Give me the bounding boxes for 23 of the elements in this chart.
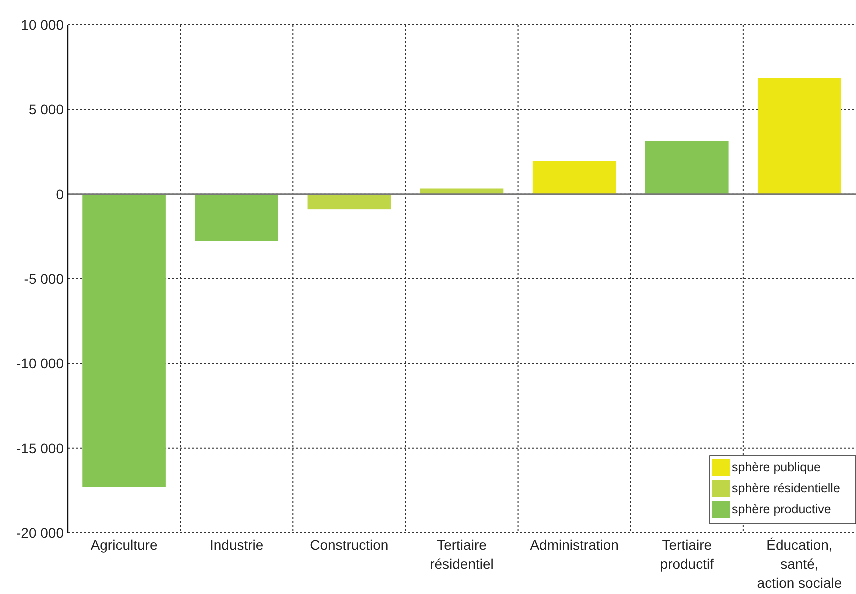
x-tick-label: Administration xyxy=(530,537,619,553)
legend-label: sphère publique xyxy=(732,460,822,474)
bar xyxy=(645,140,729,194)
y-tick-label: 10 000 xyxy=(21,17,64,33)
bar xyxy=(308,194,392,210)
y-tick-label: 5 000 xyxy=(28,102,64,118)
x-tick-label: Construction xyxy=(310,537,389,553)
x-tick-label: Agriculture xyxy=(90,537,158,553)
legend-label: sphère résidentielle xyxy=(732,482,840,496)
y-tick-label: -5 000 xyxy=(24,271,64,287)
x-tick-label: Industrie xyxy=(210,537,264,553)
x-tick-label: Tertiaire productif xyxy=(660,537,714,572)
x-tick-label: Éducation, santé, action sociale xyxy=(757,537,842,591)
bar xyxy=(82,194,166,488)
y-tick-label: -20 000 xyxy=(16,525,64,541)
x-tick-label: Tertiaire résidentiel xyxy=(430,537,494,572)
y-tick-label: -10 000 xyxy=(16,356,64,372)
y-tick-label: 0 xyxy=(56,186,64,202)
bar xyxy=(195,194,279,242)
bar xyxy=(758,78,842,194)
bar xyxy=(532,161,616,194)
legend-label: sphère productive xyxy=(732,502,832,516)
y-tick-label: -15 000 xyxy=(16,440,64,456)
